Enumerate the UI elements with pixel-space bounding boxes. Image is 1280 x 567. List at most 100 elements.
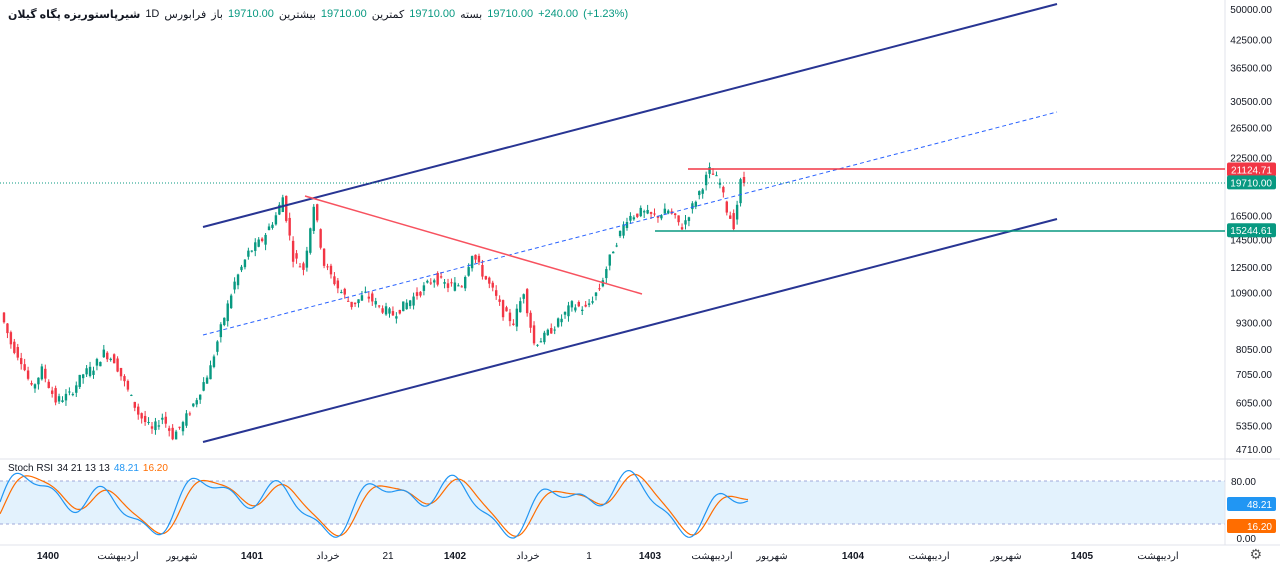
- price-tick: 36500.00: [1230, 64, 1272, 75]
- time-tick: اردیبهشت: [97, 551, 138, 562]
- stoch-k-line: [0, 469, 749, 539]
- candle: [264, 233, 267, 251]
- candle: [615, 242, 618, 248]
- candle: [116, 356, 119, 373]
- candle: [2, 311, 6, 324]
- candles-layer: [2, 162, 746, 441]
- low-label: کمترین: [371, 8, 405, 21]
- chart-header: شیرپاستوریزه پگاه گیلان 1D فرابورس باز 1…: [8, 6, 628, 22]
- symbol-name[interactable]: شیرپاستوریزه پگاه گیلان: [8, 8, 141, 21]
- candle: [340, 289, 343, 294]
- open-value: 19710.00: [227, 8, 274, 20]
- candle: [85, 365, 88, 378]
- candle: [360, 291, 364, 302]
- candle: [391, 306, 395, 316]
- candle: [594, 292, 598, 301]
- time-tick: شهریور: [755, 551, 787, 562]
- candle: [395, 312, 398, 324]
- candle: [388, 307, 391, 318]
- candle: [23, 358, 26, 372]
- candle: [402, 301, 405, 312]
- interval-label[interactable]: 1D: [145, 8, 160, 20]
- candle: [71, 392, 75, 397]
- d-badge-text: 16.20: [1247, 522, 1272, 533]
- candle: [106, 351, 109, 363]
- candle: [192, 403, 195, 408]
- candle: [75, 381, 78, 397]
- price-tick: 26500.00: [1230, 123, 1272, 134]
- candle: [216, 340, 219, 356]
- candle: [243, 259, 247, 270]
- candle: [343, 287, 346, 299]
- candle: [309, 227, 312, 255]
- channel-upper-line[interactable]: [202, 3, 1058, 228]
- price-tick: 22500.00: [1230, 154, 1272, 165]
- time-tick: اردیبهشت: [908, 551, 949, 562]
- gear-icon[interactable]: ⚙: [1249, 546, 1262, 562]
- candle: [329, 263, 333, 279]
- candle: [26, 366, 30, 381]
- candle: [271, 222, 274, 230]
- oscillator-axis: 80.00 0.00 48.21 16.20: [1227, 477, 1276, 545]
- candle: [667, 209, 670, 215]
- candle: [446, 278, 450, 293]
- exchange-label: فرابورس: [164, 8, 207, 21]
- candle: [481, 259, 484, 280]
- candle: [405, 299, 408, 310]
- candle: [78, 374, 81, 389]
- candle: [570, 300, 574, 312]
- oscillator-name[interactable]: Stoch RSI: [8, 463, 54, 474]
- candle: [639, 205, 642, 218]
- channel-mid-line[interactable]: [202, 111, 1058, 336]
- candle: [622, 221, 625, 239]
- candle: [312, 204, 315, 234]
- candle: [226, 300, 229, 327]
- candle: [178, 426, 181, 430]
- time-tick: اردیبهشت: [691, 551, 732, 562]
- candle: [419, 291, 422, 298]
- candle: [701, 188, 704, 199]
- candle: [333, 272, 336, 286]
- price-tick: 50000.00: [1230, 5, 1272, 16]
- candle: [422, 282, 426, 296]
- price-tick: 10900.00: [1230, 289, 1272, 300]
- high-label: بیشترین: [278, 8, 316, 21]
- low-value: 19710.00: [409, 8, 456, 20]
- candle: [433, 278, 436, 288]
- candle: [322, 248, 326, 269]
- candle: [539, 337, 543, 343]
- candle: [295, 250, 298, 264]
- candle: [729, 211, 732, 219]
- candle: [715, 171, 718, 177]
- candle: [188, 411, 192, 417]
- candle: [591, 296, 594, 305]
- candle: [612, 251, 615, 254]
- candle: [722, 185, 725, 198]
- candle: [302, 261, 305, 276]
- candle: [81, 373, 85, 384]
- candle: [543, 330, 546, 345]
- candle: [185, 410, 188, 428]
- candle: [161, 413, 164, 425]
- descending-trendline[interactable]: [304, 195, 643, 295]
- candle: [236, 273, 240, 290]
- candle: [143, 410, 147, 426]
- candle: [687, 216, 691, 227]
- candle: [154, 417, 157, 435]
- candle: [229, 293, 233, 309]
- price-tick: 7050.00: [1236, 370, 1273, 381]
- channel-lower-line[interactable]: [202, 218, 1058, 443]
- price-label-text: 21124.71: [1231, 165, 1272, 176]
- candle: [33, 383, 37, 393]
- candle: [30, 380, 33, 386]
- candle: [281, 194, 284, 213]
- k-badge-text: 48.21: [1247, 500, 1272, 511]
- high-value: 19710.00: [320, 8, 367, 20]
- candle: [130, 394, 133, 397]
- candle: [353, 302, 357, 307]
- candle: [50, 386, 54, 398]
- candle: [6, 323, 9, 339]
- candle: [381, 305, 384, 314]
- candle: [44, 364, 47, 383]
